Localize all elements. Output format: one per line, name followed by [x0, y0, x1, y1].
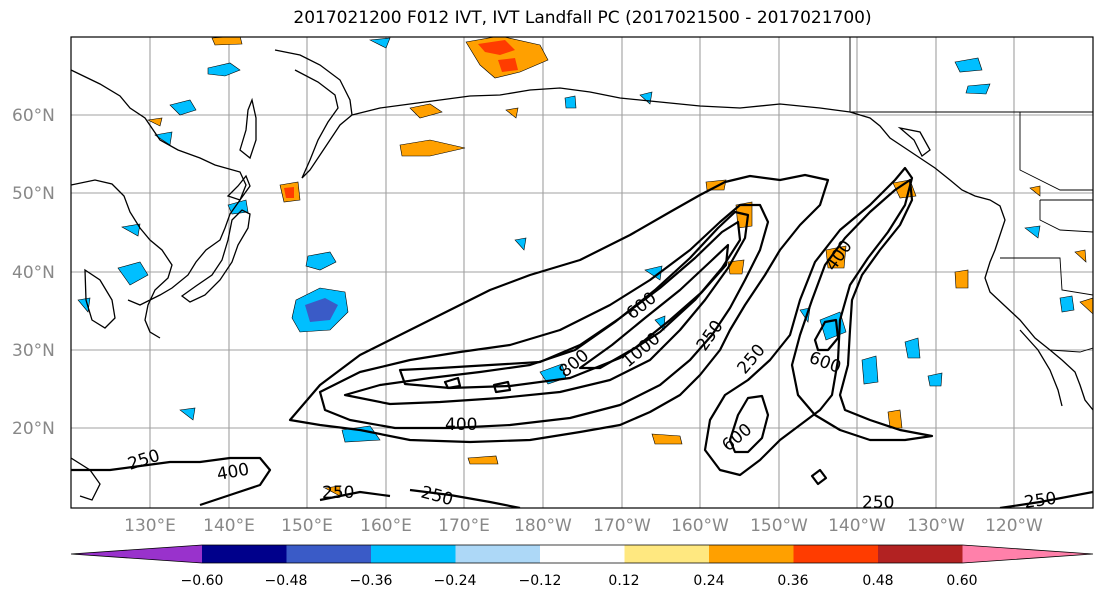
lon-tick-label: 130°E [124, 516, 176, 536]
contour-250-main [288, 173, 830, 444]
contour-small-2 [443, 376, 462, 390]
contour-1000-main [578, 243, 730, 370]
colorbar-bin [455, 545, 541, 563]
lat-tick-label: 60°N [12, 106, 55, 126]
graticule [71, 37, 1093, 508]
lat-tick-label: 20°N [12, 419, 55, 439]
lon-tick-label: 130°W [907, 516, 965, 536]
colorbar-tick-label: 0.24 [693, 573, 724, 589]
lon-tick-label: 140°W [828, 516, 886, 536]
lon-tick-label: 170°W [593, 516, 651, 536]
colorbar-tick-label: −0.36 [350, 573, 393, 589]
lat-tick-label: 30°N [12, 341, 55, 361]
colorbar-extend-high [962, 545, 1093, 563]
colorbar-tick-label: 0.12 [608, 573, 639, 589]
contour-small-1 [810, 468, 828, 486]
map-frame [70, 36, 1094, 509]
colorbar [70, 544, 1094, 564]
contour-600-east2 [813, 318, 840, 352]
lon-tick-label: 160°E [360, 516, 412, 536]
colorbar-tick-label: −0.60 [181, 573, 224, 589]
colorbar-extend-low [71, 545, 202, 563]
lat-tick-label: 40°N [12, 263, 55, 283]
contour-250-s2 [319, 490, 391, 502]
lon-tick-labels: 130°E 140°E 150°E 160°E 170°E 180°W 170°… [124, 516, 1043, 536]
colorbar-tick-labels: −0.60 −0.48 −0.36 −0.24 −0.12 0.12 0.24 … [181, 573, 978, 589]
lon-tick-label: 170°E [438, 516, 490, 536]
colorbar-bin [540, 545, 625, 563]
contour-250-sw [71, 456, 272, 507]
colorbar-bin [709, 545, 794, 563]
lon-tick-label: 150°E [281, 516, 333, 536]
colorbar-bin [202, 545, 287, 563]
lon-tick-label: 120°W [985, 516, 1043, 536]
contour-600-east [728, 394, 770, 454]
contour-label: 400 [445, 415, 477, 435]
colorbar-tick-label: 0.36 [777, 573, 808, 589]
contour-400-main [318, 203, 770, 430]
colorbar-bin [624, 545, 710, 563]
colorbar-tick-label: −0.24 [434, 573, 477, 589]
colorbar-tick-label: −0.12 [519, 573, 562, 589]
colorbar-tick-label: 0.48 [862, 573, 893, 589]
colorbar-bin [371, 545, 456, 563]
contour-800-main [398, 220, 742, 390]
lat-tick-label: 50°N [12, 184, 55, 204]
contour-400-east [790, 178, 934, 442]
lon-tick-label: 180°W [514, 516, 572, 536]
contour-600-main [343, 210, 750, 406]
contour-250-south [409, 488, 521, 508]
lat-tick-labels: 60°N 50°N 40°N 30°N 20°N [12, 106, 55, 439]
coastlines [71, 49, 1093, 501]
map-title: 2017021200 F012 IVT, IVT Landfall PC (20… [293, 8, 872, 28]
colorbar-outline [70, 544, 1094, 564]
colorbar-bin [878, 545, 963, 563]
country-borders [849, 37, 1093, 353]
colorbar-bin [286, 545, 372, 563]
lon-tick-label: 150°W [750, 516, 808, 536]
lon-tick-label: 160°W [671, 516, 729, 536]
pc-anomaly-fill [77, 37, 1093, 497]
contour-label: 250 [1023, 489, 1058, 513]
contour-label: 250 [322, 483, 354, 503]
colorbar-tick-label: 0.60 [946, 573, 977, 589]
colorbar-tick-label: −0.48 [265, 573, 308, 589]
ivt-contours [71, 166, 1093, 508]
colorbar-bin [793, 545, 879, 563]
contour-250-se [999, 490, 1093, 508]
lon-tick-label: 140°E [203, 516, 255, 536]
contour-small-3 [492, 380, 512, 394]
contour-label: 250 [862, 493, 894, 513]
contour-250-east [703, 166, 914, 477]
